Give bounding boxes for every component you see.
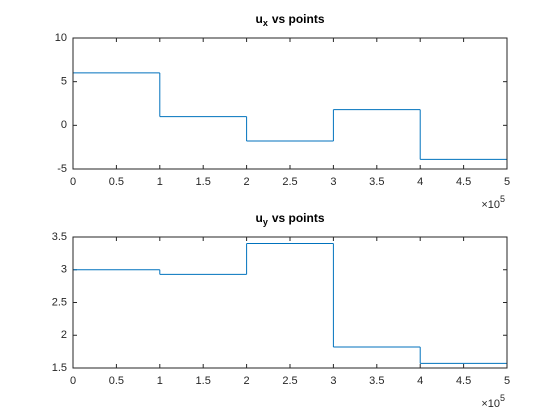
exponent-sup: 5 <box>500 393 505 403</box>
y-tick-label: 1.5 <box>52 362 67 374</box>
title-text: vs points <box>272 12 325 26</box>
x-tick-label: 3.5 <box>369 176 384 188</box>
x-tick-label: 0 <box>70 176 76 188</box>
x-exponent-label: ×105 <box>481 393 505 410</box>
x-tick-label: 3.5 <box>369 375 384 387</box>
y-tick-label: 10 <box>55 32 67 44</box>
axes-background <box>73 38 507 169</box>
x-tick-label: 4.5 <box>456 375 471 387</box>
chart-title: uy vs points <box>255 211 324 227</box>
y-tick-label: 2 <box>61 329 67 341</box>
x-tick-label: 2.5 <box>282 176 297 188</box>
x-tick-label: 3 <box>330 176 336 188</box>
exponent-base: ×10 <box>481 199 500 211</box>
x-tick-label: 2 <box>244 176 250 188</box>
y-tick-label: 3.5 <box>52 231 67 243</box>
title-text: vs points <box>272 211 325 225</box>
x-tick-label: 4 <box>417 375 423 387</box>
x-tick-label: 3 <box>330 375 336 387</box>
axes-box <box>72 236 508 369</box>
y-tick-label: -5 <box>57 163 67 175</box>
y-tick-label: 5 <box>61 76 67 88</box>
y-tick-label: 3 <box>61 264 67 276</box>
y-tick-label: 0 <box>61 119 67 131</box>
x-tick-label: 1.5 <box>196 176 211 188</box>
exponent-sup: 5 <box>500 194 505 204</box>
x-tick-label: 5 <box>504 375 510 387</box>
x-tick-label: 0 <box>70 375 76 387</box>
axes-box <box>72 37 508 170</box>
y-tick-label: 2.5 <box>52 296 67 308</box>
x-exponent-label: ×105 <box>481 194 505 211</box>
x-tick-label: 4.5 <box>456 176 471 188</box>
x-tick-label: 0.5 <box>109 375 124 387</box>
title-base: u <box>255 12 262 26</box>
exponent-base: ×10 <box>481 398 500 410</box>
title-base: u <box>255 211 262 225</box>
x-tick-label: 1 <box>157 375 163 387</box>
x-tick-label: 1 <box>157 176 163 188</box>
title-subscript: x <box>263 18 268 28</box>
x-tick-label: 5 <box>504 176 510 188</box>
x-tick-label: 0.5 <box>109 176 124 188</box>
x-tick-label: 4 <box>417 176 423 188</box>
axes-background <box>73 237 507 368</box>
title-subscript: y <box>263 217 268 227</box>
x-tick-label: 1.5 <box>196 375 211 387</box>
x-tick-label: 2 <box>244 375 250 387</box>
chart-title: ux vs points <box>255 12 324 28</box>
x-tick-label: 2.5 <box>282 375 297 387</box>
